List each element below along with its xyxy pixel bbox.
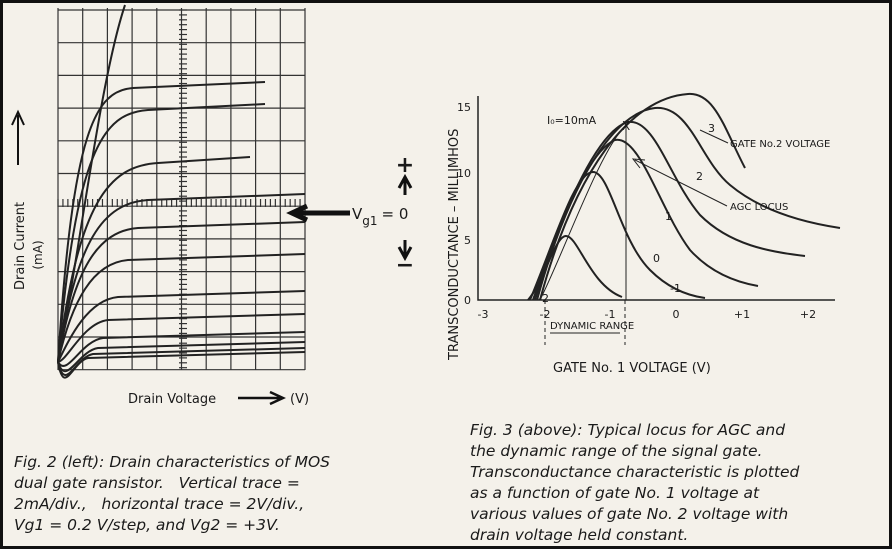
caption-line: as a function of gate No. 1 voltage at (470, 483, 799, 504)
y-tick-label: 0 (464, 294, 471, 307)
y-unit: (mA) (31, 240, 45, 269)
curve (58, 104, 265, 362)
curve-label: -2 (538, 292, 549, 305)
caption-line: Fig. 3 (above): Typical locus for AGC an… (470, 420, 799, 441)
page: Drain Current (mA) Drain Voltage (V) Vg1… (0, 0, 892, 549)
caption-left: Fig. 2 (left): Drain characteristics of … (14, 452, 330, 536)
x-tick-label: -3 (478, 308, 489, 321)
x-tick-label: +1 (734, 308, 750, 321)
curve-label: -1 (670, 282, 681, 295)
agc-label: AGC LOCUS (730, 202, 788, 213)
x-tick-label: -1 (605, 308, 616, 321)
x-tick-label: 0 (673, 308, 680, 321)
curve-label: 0 (653, 252, 660, 265)
gate-label: Vg1= 0 (352, 205, 408, 228)
caption-line: dual gate ransistor. Vertical trace = (14, 473, 330, 494)
id-label: I₀=10mA (547, 114, 597, 127)
arrow (12, 112, 24, 165)
caption-line: various values of gate No. 2 voltage wit… (470, 504, 799, 525)
y-label: Drain Current (13, 202, 28, 290)
caption-right: Fig. 3 (above): Typical locus for AGC an… (470, 420, 799, 546)
axes (478, 96, 835, 300)
caption-line: Fig. 2 (left): Drain characteristics of … (14, 452, 330, 473)
x-label: Drain Voltage (128, 392, 216, 407)
gate-sub: g1 (362, 214, 377, 228)
caption-line: Transconductance characteristic is plott… (470, 462, 799, 483)
x-marker: X (622, 119, 630, 133)
x-unit: (V) (290, 392, 309, 407)
minus: − (396, 253, 414, 278)
gate-rest: = 0 (382, 205, 409, 223)
curve-label: 1 (665, 210, 672, 223)
dynamic-range: DYNAMIC RANGE (550, 321, 634, 332)
curve-label: 3 (708, 122, 715, 135)
gate2-label: GATE No.2 VOLTAGE (730, 139, 830, 150)
x-label: GATE No. 1 VOLTAGE (V) (553, 361, 711, 376)
arrow (399, 177, 411, 195)
locus (540, 125, 626, 300)
caption-line: the dynamic range of the signal gate. (470, 441, 799, 462)
arrow (238, 392, 283, 404)
caption-line: Vg1 = 0.2 V/step, and Vg2 = +3V. (14, 515, 330, 536)
x-tick-label: +2 (800, 308, 816, 321)
y-label: TRANSCONDUCTANCE – MILLIMHOS (447, 129, 462, 361)
curve-label: 2 (696, 170, 703, 183)
y-tick-label: 15 (457, 101, 471, 114)
caption-line: drain voltage held constant. (470, 525, 799, 546)
y-tick-label: 5 (464, 234, 471, 247)
caption-line: 2mA/div., horizontal trace = 2V/div., (14, 494, 330, 515)
arrow (292, 206, 350, 220)
